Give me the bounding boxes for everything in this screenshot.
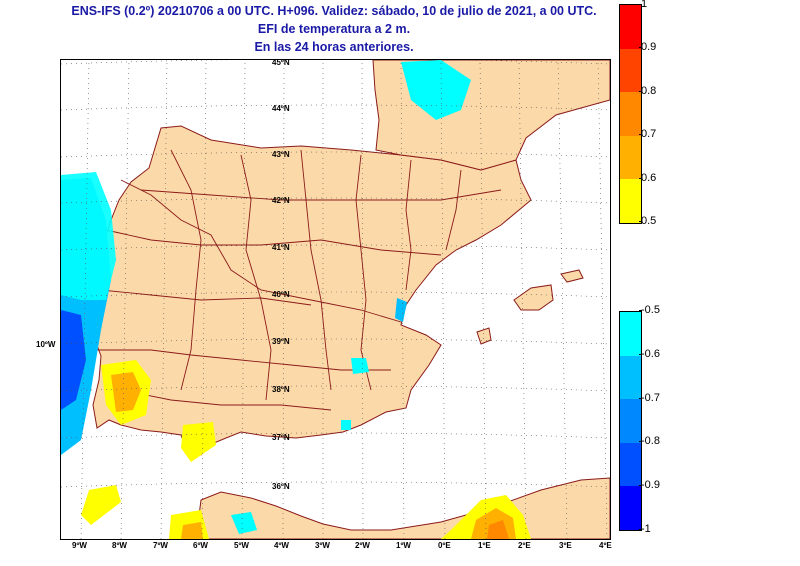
colorbar-positive-segment	[620, 179, 641, 223]
colorbar-positive-tick: 0.5	[638, 215, 657, 227]
lon-label: 1ºE	[478, 541, 491, 550]
title-line-2: EFI de temperatura a 2 m.	[257, 22, 411, 36]
efi-orange-algarve	[111, 372, 141, 412]
lon-label: 4ºE	[599, 541, 612, 550]
colorbar-negative-segment	[620, 486, 641, 530]
land-mallorca	[513, 284, 554, 311]
colorbar-positive-tick: 0.7	[638, 128, 657, 140]
efi-cyan-atlantic	[61, 172, 116, 300]
lon-label: 5ºW	[234, 541, 249, 550]
colorbar-negative-segment	[620, 312, 641, 356]
efi-darkblue-atlantic	[61, 310, 86, 410]
efi-cyan-valencia	[395, 298, 407, 322]
colorbar-positive-tick: 1	[638, 0, 648, 10]
colorbar-positive-tick: 0.9	[638, 41, 657, 53]
land-ibiza	[476, 327, 492, 345]
lon-label: 9ºW	[72, 541, 87, 550]
lon-label: 1ºW	[396, 541, 411, 550]
colorbar-positive-segment	[620, 92, 641, 136]
lat-label: 42ºN	[272, 196, 290, 205]
efi-yellow-cadiz	[181, 422, 216, 462]
lat-label: 40ºN	[272, 290, 290, 299]
colorbar-positive-segment	[620, 48, 641, 93]
lat-label: 45ºN	[272, 58, 290, 67]
lon-label: 2ºW	[355, 541, 370, 550]
land-iberia	[88, 125, 532, 456]
title-block: ENS-IFS (0.2º) 20210706 a 00 UTC. H+096.…	[0, 2, 668, 56]
colorbar-negative-segment	[620, 355, 641, 400]
colorbar-positive-segment	[620, 135, 641, 180]
colorbar-positive	[619, 4, 642, 224]
lon-label: 7ºW	[153, 541, 168, 550]
land-menorca	[560, 269, 584, 283]
colorbar-negative-tick: -1	[639, 523, 651, 535]
title-line-3: En las 24 horas anteriores.	[254, 40, 414, 54]
lon-label: 4ºW	[274, 541, 289, 550]
colorbar-negative-tick: -0.7	[639, 392, 660, 404]
lat-label: 37ºN	[272, 433, 290, 442]
lon-label: 8ºW	[112, 541, 127, 550]
colorbar-positive-tick: 0.6	[638, 172, 657, 184]
lon-label: 6ºW	[193, 541, 208, 550]
colorbar-positive-segment	[620, 5, 641, 49]
efi-yellow-morocco	[81, 485, 121, 525]
map-canvas	[61, 60, 610, 539]
colorbar-negative-tick: -0.5	[639, 304, 660, 316]
lon-side-label: 10ºW	[36, 340, 56, 349]
lon-label: 0ºE	[438, 541, 451, 550]
lat-label: 44ºN	[272, 104, 290, 113]
region-borders	[97, 149, 502, 411]
title-line-1: ENS-IFS (0.2º) 20210706 a 00 UTC. H+096.…	[71, 4, 597, 18]
efi-cyan-south	[341, 420, 351, 430]
lat-label: 36ºN	[272, 482, 290, 491]
map-frame	[60, 59, 611, 540]
colorbar-negative-segment	[620, 399, 641, 443]
efi-cyan-biscay	[401, 60, 471, 120]
colorbar-negative-tick: -0.6	[639, 348, 660, 360]
efi-cyan-alboran	[231, 512, 257, 534]
lon-label: 3ºE	[559, 541, 572, 550]
colorbar-negative-tick: -0.9	[639, 479, 660, 491]
lat-label: 38ºN	[272, 385, 290, 394]
lon-label: 2ºE	[518, 541, 531, 550]
efi-red-africa-east	[487, 520, 509, 539]
lat-label: 41ºN	[272, 243, 290, 252]
colorbar-positive-tick: 0.8	[638, 85, 657, 97]
colorbar-negative	[619, 311, 642, 531]
colorbar-negative-segment	[620, 442, 641, 487]
land-africa	[195, 477, 610, 539]
efi-orange-africa-west	[181, 522, 203, 539]
colorbar-negative-tick: -0.8	[639, 435, 660, 447]
lat-label: 43ºN	[272, 150, 290, 159]
efi-cyan-central	[351, 358, 369, 374]
lon-label: 3ºW	[315, 541, 330, 550]
lat-label: 39ºN	[272, 337, 290, 346]
